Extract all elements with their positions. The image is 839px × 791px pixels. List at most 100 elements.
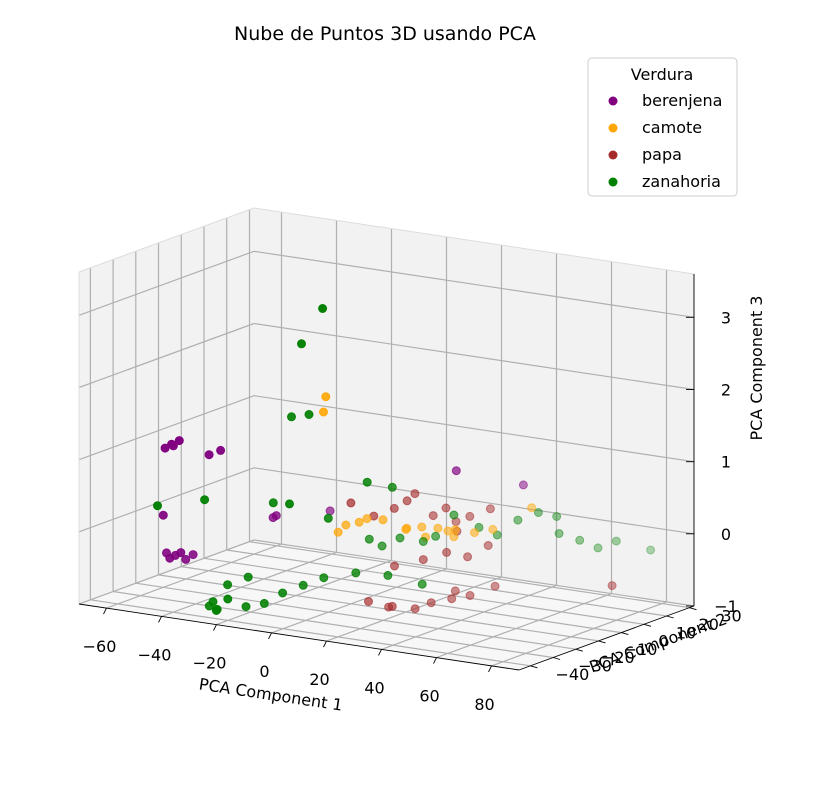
data-point (402, 496, 412, 506)
pane-edge (78, 207, 255, 273)
data-point (167, 439, 177, 449)
data-point (449, 510, 459, 520)
data-point (364, 534, 374, 544)
data-point (319, 407, 328, 417)
tick-labels: −60 −40 −20 0 20 40 60 80−40−30−20−10 0 10 20 30−10… (83, 308, 742, 714)
legend-marker (608, 96, 618, 106)
data-point (470, 528, 479, 538)
data-point (417, 579, 427, 589)
data-point (153, 501, 162, 511)
y-tick-label: −10 (624, 640, 658, 659)
grid-z-left (78, 467, 255, 533)
data-point (176, 548, 186, 558)
grid-x-floor (491, 601, 667, 667)
grid-x-floor (161, 551, 337, 617)
y-tick-label: −20 (601, 648, 635, 667)
data-point (298, 580, 308, 590)
x-tick-label: 60 (419, 687, 439, 706)
data-point (321, 392, 331, 402)
data-point (351, 568, 361, 578)
legend-label: papa (642, 145, 682, 164)
x-tick-label: 40 (364, 678, 384, 697)
data-point (575, 535, 585, 545)
data-point (278, 588, 288, 598)
data-point (212, 604, 222, 614)
data-point (188, 550, 198, 560)
data-point (383, 570, 393, 580)
x-tick-label: −20 (193, 654, 227, 673)
y-tick-mark (598, 640, 606, 644)
y-tick-mark (689, 607, 697, 611)
grid-y-floor (135, 582, 576, 650)
data-point (271, 511, 281, 521)
x-tick-label: −40 (138, 645, 172, 664)
y-tick-label: −30 (578, 657, 612, 676)
grid-x-floor (381, 584, 557, 650)
data-point (607, 581, 617, 591)
x-tick-mark (323, 640, 327, 648)
data-point (319, 573, 329, 583)
data-point (428, 511, 438, 521)
grid-lines (78, 209, 695, 667)
data-point (346, 498, 356, 508)
data-point (325, 506, 335, 516)
data-point (431, 531, 441, 541)
data-point (513, 515, 523, 525)
x-tick-label: −60 (83, 637, 117, 656)
data-point (304, 410, 314, 419)
legend-marker (608, 177, 618, 187)
data-point (387, 601, 397, 611)
data-point (533, 508, 543, 517)
grid-z-left (78, 539, 255, 605)
data-point (593, 543, 603, 553)
axis-lines (78, 207, 695, 671)
y-tick-mark (643, 623, 652, 627)
legend-box (587, 57, 738, 197)
legend-label: zanahoria (642, 172, 721, 191)
data-point (204, 450, 214, 460)
data-point (390, 561, 399, 571)
data-point (417, 522, 427, 532)
y-tick-label: 20 (699, 615, 719, 634)
data-point (441, 503, 451, 513)
data-point (378, 515, 388, 525)
data-point (463, 552, 473, 562)
data-point (362, 477, 372, 487)
data-point (418, 555, 428, 565)
data-point (465, 591, 475, 600)
pane-edge (253, 207, 695, 275)
data-point (447, 594, 457, 604)
data-point (410, 604, 420, 614)
data-point (216, 445, 226, 455)
data-point (387, 482, 397, 492)
x-tick-label: 0 (259, 662, 269, 681)
data-point (160, 443, 170, 453)
data-point (377, 541, 387, 551)
data-point (465, 511, 475, 521)
grid-z-back (253, 322, 695, 391)
chart-title: Nube de Puntos 3D usando PCA (234, 23, 536, 45)
data-point (611, 536, 621, 546)
z-tick-label: 2 (721, 381, 731, 400)
data-point (318, 304, 328, 313)
x-tick-label: 20 (309, 670, 329, 689)
data-point (443, 526, 453, 536)
z-tick-label: 0 (721, 525, 731, 544)
z-axis-label: PCA Component 3 (747, 295, 766, 440)
x-tick-mark (213, 624, 217, 631)
y-tick-label: 0 (658, 632, 668, 651)
grid-y-floor (181, 566, 622, 634)
data-point (174, 436, 184, 446)
data-point (433, 523, 443, 533)
data-point (426, 598, 436, 608)
y-tick-mark (575, 648, 583, 652)
x-tick-mark (268, 632, 272, 640)
legend: Verdura berenjena camote papa zanahoria (587, 57, 738, 197)
x-tick-label: 80 (474, 695, 494, 714)
data-point (323, 513, 333, 523)
data-point (442, 547, 452, 557)
y-tick-label: 10 (676, 623, 696, 642)
data-point (241, 602, 251, 612)
data-point (364, 597, 373, 606)
